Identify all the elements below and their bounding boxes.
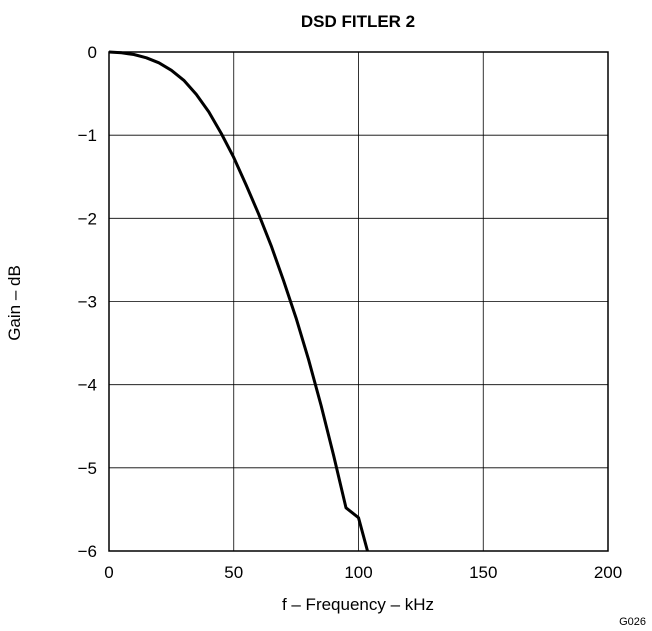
y-tick-labels: 0 −1 −2 −3 −4 −5 −6 [78,43,97,561]
y-tick-label: 0 [88,43,97,62]
y-axis-label: Gain – dB [5,265,24,341]
x-tick-label: 150 [469,563,497,582]
grid [108,51,609,552]
x-tick-label: 0 [104,563,113,582]
y-tick-label: −6 [78,542,97,561]
y-tick-label: −2 [78,209,97,228]
y-tick-label: −4 [78,376,97,395]
x-tick-label: 200 [594,563,622,582]
x-axis-label: f – Frequency – kHz [282,595,434,614]
x-tick-labels: 0 50 100 150 200 [104,563,622,582]
series-line [108,50,369,552]
chart-title: DSD FITLER 2 [301,12,415,31]
figure-id: G026 [619,616,646,628]
y-tick-label: −1 [78,126,97,145]
x-tick-label: 50 [224,563,243,582]
series-layer [108,50,369,552]
y-tick-label: −5 [78,459,97,478]
x-tick-label: 100 [344,563,372,582]
y-tick-label: −3 [78,293,97,312]
plot-frame [108,51,609,552]
